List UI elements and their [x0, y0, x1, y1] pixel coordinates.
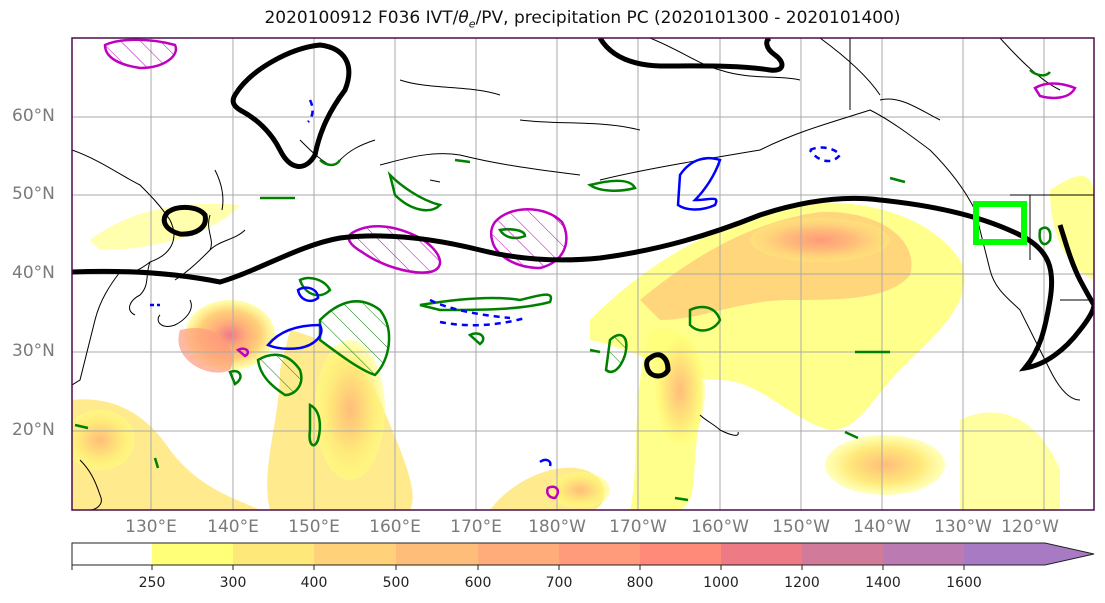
colorbar-tick-400: 400	[300, 575, 328, 591]
colorbar	[71, 542, 1095, 570]
lon-label-160e: 160°E	[369, 517, 421, 537]
lat-label-30n: 30°N	[12, 341, 55, 361]
lon-label-130w: 130°W	[934, 517, 992, 537]
colorbar-tick-700: 700	[545, 575, 573, 591]
lon-label-150w: 150°W	[772, 517, 830, 537]
colorbar-tick-800: 800	[626, 575, 654, 591]
lat-label-50n: 50°N	[12, 184, 55, 204]
highlight-box	[973, 201, 1027, 245]
colorbar-tick-600: 600	[464, 575, 492, 591]
colorbar-tick-1200: 1200	[784, 575, 820, 591]
lon-label-140e: 140°E	[207, 517, 259, 537]
coastlines	[72, 38, 1094, 510]
lon-label-150e: 150°E	[288, 517, 340, 537]
figure-title: 2020100912 F036 IVT/θe/PV, precipitation…	[264, 8, 901, 31]
colorbar-tick-300: 300	[219, 575, 247, 591]
lon-label-170w: 170°W	[609, 517, 667, 537]
lon-label-170e: 170°E	[450, 517, 502, 537]
lat-label-60n: 60°N	[12, 106, 55, 126]
colorbar-tick-1400: 1400	[865, 575, 901, 591]
lat-label-20n: 20°N	[12, 420, 55, 440]
lat-label-40n: 40°N	[12, 263, 55, 283]
colorbar-tick-1000: 1000	[703, 575, 739, 591]
gridlines	[72, 38, 1094, 510]
lon-label-130e: 130°E	[125, 517, 177, 537]
colorbar-tick-500: 500	[382, 575, 410, 591]
colorbar-tick-250: 250	[138, 575, 166, 591]
ivt-contours	[72, 38, 1094, 379]
lon-label-120w: 120°W	[1001, 517, 1059, 537]
colorbar-tick-1600: 1600	[946, 575, 982, 591]
ivt-shading	[72, 176, 1094, 510]
lon-label-160w: 160°W	[691, 517, 749, 537]
pv-positive-contours	[150, 99, 842, 467]
theta-e-contours	[74, 69, 1052, 502]
lon-label-140w: 140°W	[853, 517, 911, 537]
map-frame	[71, 37, 1095, 511]
lon-label-180w: 180°W	[528, 517, 586, 537]
